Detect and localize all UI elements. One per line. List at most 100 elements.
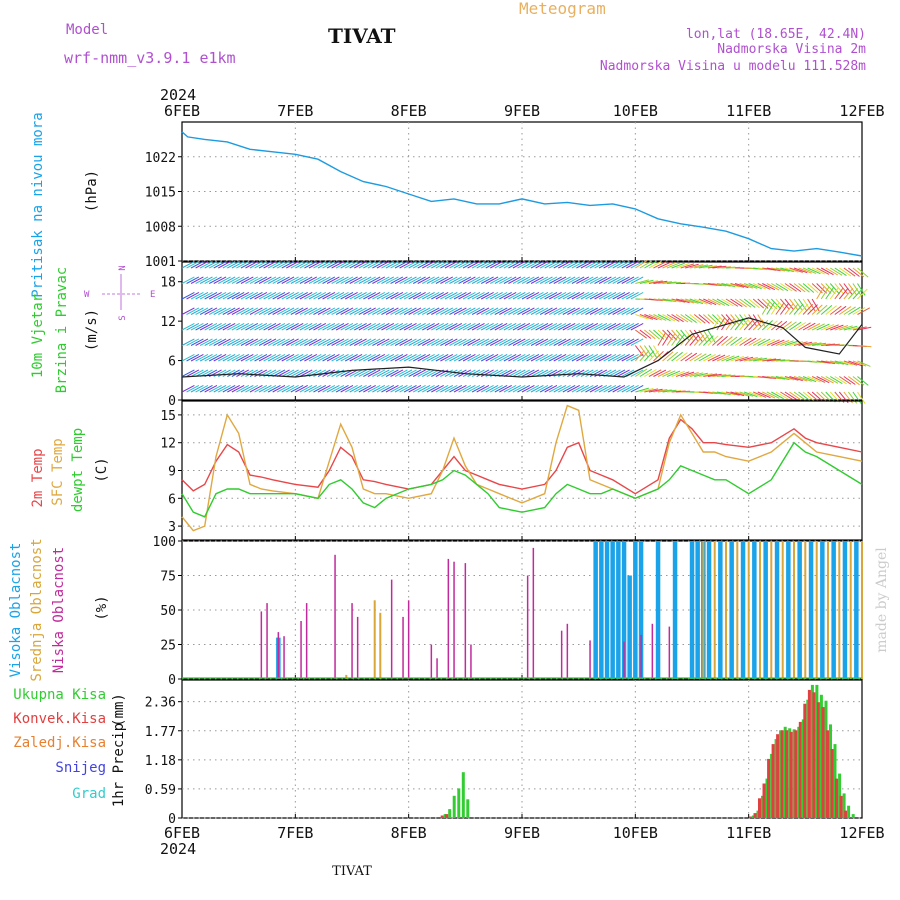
wind-barb xyxy=(485,353,499,362)
wind-barb xyxy=(811,323,825,331)
wind-barb xyxy=(290,338,304,346)
wind-barb xyxy=(621,307,635,315)
wind-unit: (m/s) xyxy=(84,309,100,351)
wind-barb xyxy=(367,291,381,300)
wind-barb xyxy=(485,338,499,346)
cloud-bar xyxy=(838,541,841,679)
wind-barb xyxy=(385,322,399,331)
wind-barb xyxy=(562,307,576,315)
wind-barb xyxy=(467,384,481,393)
wind-barb xyxy=(648,350,660,362)
wind-barb xyxy=(626,338,639,346)
wind-compass: N S W E xyxy=(84,265,155,320)
wind-barb xyxy=(521,353,535,362)
wind-barb xyxy=(476,260,490,269)
wind-barb xyxy=(272,291,286,300)
wind-barb xyxy=(857,267,869,278)
wind-barb xyxy=(585,291,599,300)
top-day-label: 7FEB xyxy=(277,102,313,120)
wind-barb xyxy=(521,276,535,284)
panel-frame xyxy=(181,679,863,819)
wind-barb xyxy=(662,298,677,303)
precip-bar xyxy=(440,815,444,818)
wind-barb xyxy=(494,307,508,315)
wind-barb xyxy=(585,260,599,269)
wind-barb xyxy=(762,267,777,271)
wind-barb xyxy=(322,276,336,284)
wind-barb xyxy=(780,267,795,273)
wind-barb xyxy=(757,391,771,399)
y-tick-label: 0.59 xyxy=(145,783,176,798)
wind-barb xyxy=(290,353,304,362)
wind-barb xyxy=(290,369,304,377)
wind-barb xyxy=(512,322,526,331)
wind-barb xyxy=(517,260,531,269)
cloud-ylabel-1: Visoka Oblacnost xyxy=(8,543,24,678)
wind-barb xyxy=(820,305,833,315)
wind-barb xyxy=(508,322,522,331)
wind-barb xyxy=(349,338,363,346)
wind-barb xyxy=(585,307,599,315)
wind-barb xyxy=(181,369,195,377)
wind-barb xyxy=(480,384,494,393)
wind-barb xyxy=(621,384,635,393)
precip-bar xyxy=(830,749,834,818)
wind-barb xyxy=(698,264,713,269)
legend-total-rain: Ukupna Kisa xyxy=(13,687,106,703)
wind-barb xyxy=(363,276,376,284)
wind-barb xyxy=(662,281,677,284)
wind-barb xyxy=(621,338,635,346)
wind-barb xyxy=(412,276,426,284)
wind-barb xyxy=(666,351,679,362)
wind-barb xyxy=(848,267,860,277)
wind-barb xyxy=(385,384,399,393)
wind-barb xyxy=(784,267,799,273)
wind-barb xyxy=(657,389,672,393)
wind-barb xyxy=(544,353,558,362)
wind-barb xyxy=(643,345,653,358)
wind-barb xyxy=(199,384,213,393)
wind-barb xyxy=(576,260,590,269)
wind-barb xyxy=(422,276,435,284)
wind-barb xyxy=(689,334,700,346)
wind-barb xyxy=(548,384,562,393)
wind-barb xyxy=(295,276,308,284)
wind-barb xyxy=(716,298,730,307)
wind-barb xyxy=(467,260,481,269)
wind-barb xyxy=(240,291,254,300)
wind-barb xyxy=(771,376,786,380)
wind-barb xyxy=(830,267,843,276)
wind-barb xyxy=(829,283,840,295)
wind-barb xyxy=(213,307,227,315)
wind-barb xyxy=(313,307,327,315)
wind-barb xyxy=(521,260,535,269)
wind-barb xyxy=(594,307,608,315)
wind-barb xyxy=(222,322,236,331)
wind-barb xyxy=(245,291,259,300)
wind-barb xyxy=(689,264,704,269)
wind-barb xyxy=(789,321,802,331)
wind-barb xyxy=(408,322,422,331)
wind-barb xyxy=(263,384,277,393)
wind-barb xyxy=(748,357,763,362)
wind-barb xyxy=(558,276,571,284)
wind-barb xyxy=(539,276,553,284)
cloud-bar xyxy=(763,541,768,679)
wind-barb xyxy=(852,391,862,404)
wind-barb xyxy=(435,384,449,393)
wind-barb xyxy=(462,276,476,284)
precip-bar xyxy=(851,814,855,818)
wind-barb xyxy=(317,322,331,331)
wind-barb xyxy=(585,369,599,377)
wind-barb xyxy=(558,369,571,377)
wind-barb xyxy=(326,291,340,300)
wind-barb xyxy=(422,338,435,346)
wind-barb xyxy=(657,333,666,346)
wind-barb xyxy=(648,261,662,269)
wind-barb xyxy=(725,391,740,396)
wind-barb xyxy=(227,369,240,377)
wind-barb xyxy=(693,334,705,346)
wind-barb xyxy=(725,318,735,331)
wind-barb xyxy=(793,391,806,401)
wind-barb xyxy=(304,276,318,284)
